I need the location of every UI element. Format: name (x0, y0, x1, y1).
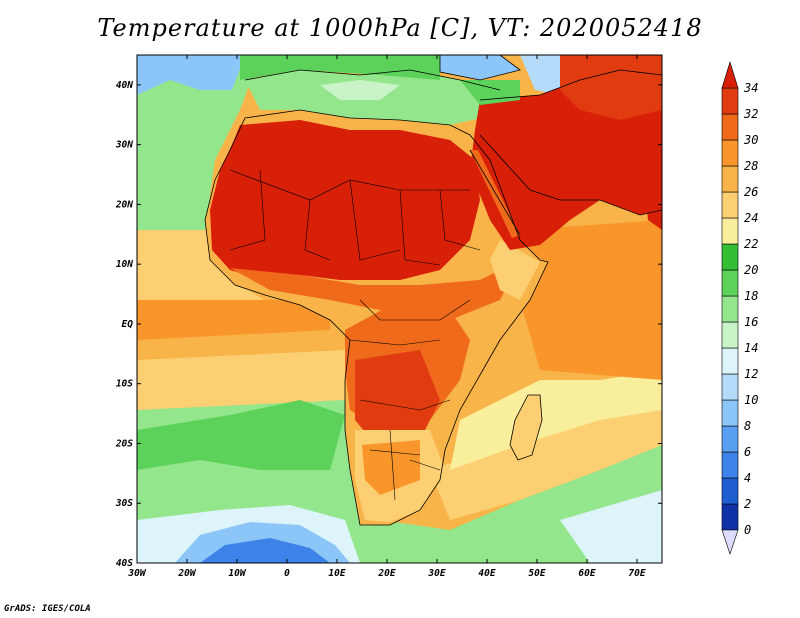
angola-zambia-hot (355, 350, 440, 450)
colorbar-under-triangle (721, 529, 739, 555)
colorbar-bin (721, 503, 739, 531)
lat-tick-label: 20S (115, 438, 133, 449)
colorbar-bin (721, 269, 739, 297)
colorbar-bin (721, 373, 739, 401)
lon-tick-label: 20E (377, 568, 395, 579)
lon-tick-label: 60E (578, 568, 595, 579)
colorbar-level-label: 4 (744, 471, 751, 485)
lon-tick-label: 30W (127, 568, 146, 579)
iran-hot (560, 55, 662, 120)
colorbar-bin (721, 217, 739, 245)
coastlines (204, 55, 662, 526)
europe-green (240, 55, 440, 80)
colorbar-level-label: 10 (744, 393, 758, 407)
colorbar-bin (721, 87, 739, 115)
indian-ocean-lightblue (560, 490, 662, 563)
colorbar-over-triangle (721, 60, 739, 89)
lat-tick-label: EQ (122, 319, 134, 330)
mediterranean-lightblue (320, 80, 400, 100)
lon-tick-label: 0 (284, 568, 290, 579)
india-hot (640, 140, 662, 230)
lat-tick-label: 10S (116, 379, 133, 390)
southern-ocean-deep-blue (200, 538, 330, 563)
colorbar-bin (721, 399, 739, 427)
colorbar-bin (721, 347, 739, 375)
colorbar-level-label: 2 (744, 497, 751, 511)
lat-tick-label: 30S (115, 498, 133, 509)
colorbar-level-label: 14 (744, 341, 758, 355)
atlantic-yellow-band (137, 230, 280, 320)
colorbar-bin (721, 165, 739, 193)
caspian-region-blue (520, 55, 560, 95)
agulhas-warm (430, 400, 662, 520)
colorbar-level-label: 20 (744, 263, 758, 277)
colorbar-level-label: 16 (744, 315, 758, 329)
colorbar-level-label: 34 (743, 81, 758, 95)
lon-tick-label: 10W (228, 568, 246, 579)
south-atlantic-deep-green (137, 400, 345, 470)
madagascar (510, 395, 542, 460)
colorbar-bin (721, 451, 739, 479)
lon-tick-label: 50E (528, 568, 545, 579)
grads-credit: GrADS: IGES/COLA (4, 604, 91, 614)
anatolia-green (460, 80, 520, 105)
colorbar-bin (721, 321, 739, 349)
colorbar-level-label: 30 (743, 133, 758, 147)
lat-tick-label: 20N (115, 199, 133, 210)
colorbar-level-label: 28 (744, 159, 758, 173)
horn-africa-yellow (490, 240, 540, 300)
colorbar-level-label: 18 (744, 289, 758, 303)
colorbar-bin (721, 477, 739, 505)
lat-tick-label: 40N (116, 80, 133, 91)
lat-tick-label: 40S (116, 558, 133, 569)
colorbar-bin (721, 425, 739, 453)
map-title: Temperature at 1000hPa [C], VT: 20200524… (97, 14, 703, 42)
colorbar-level-label: 6 (744, 445, 751, 459)
gulf-guinea-warm (137, 300, 330, 340)
colorbar-level-label: 12 (744, 367, 758, 381)
lon-tick-label: 10E (328, 568, 345, 579)
colorbar-bin (721, 191, 739, 219)
country-borders (229, 169, 481, 501)
north-atlantic-blue (137, 55, 245, 95)
colorbar-level-label: 24 (744, 211, 758, 225)
arabian-sea-warm (520, 220, 662, 380)
north-atlantic-green (137, 55, 260, 230)
lat-tick-label: 10N (116, 259, 133, 270)
colorbar-bin (721, 243, 739, 271)
colorbar-bin (721, 295, 739, 323)
axis-ticks: 30W 20W 10W 0 10E 20E 30E 40E 50E 60E 70E 40N 30N 20N… (115, 55, 662, 579)
colorbar-level-label: 26 (744, 185, 758, 199)
colorbar-bin (721, 139, 739, 167)
plot-frame (136, 54, 663, 564)
lon-tick-label: 40E (478, 568, 495, 579)
indian-ocean-south-yellow (450, 370, 662, 470)
lon-tick-label: 70E (628, 568, 645, 579)
black-sea-blue (440, 55, 520, 80)
sahel-orange (230, 260, 520, 320)
colorbar-level-label: 22 (744, 237, 758, 251)
lon-tick-label: 20W (177, 568, 196, 579)
lat-tick-label: 30N (115, 140, 133, 151)
lon-tick-label: 30E (427, 568, 445, 579)
colorbar-level-label: 0 (744, 523, 751, 537)
colorbar-bin (721, 113, 739, 141)
colorbar-level-label: 8 (744, 419, 751, 433)
sahara-hot (210, 120, 480, 280)
colorbar-level-label: 32 (743, 107, 758, 121)
